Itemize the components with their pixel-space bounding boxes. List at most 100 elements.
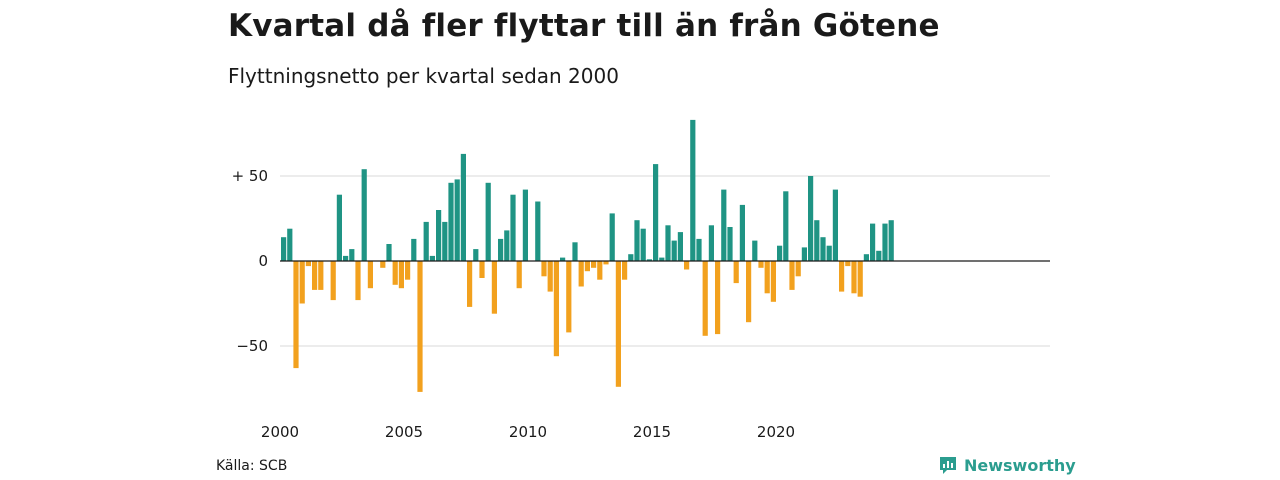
bar [566,261,572,333]
bar [597,261,603,280]
bar [405,261,411,280]
bar [591,261,597,268]
x-tick-label: 2010 [509,423,547,441]
y-tick-label: −50 [236,337,268,355]
bar [870,223,876,261]
bar [498,238,504,261]
bar [380,261,386,268]
bar [646,259,652,261]
bar [882,223,888,261]
bar [653,164,659,261]
chart-subtitle: Flyttningsnetto per kvartal sedan 2000 [228,64,619,88]
bar [820,237,826,261]
bar [510,194,516,261]
bar [640,228,646,261]
bar [777,245,783,261]
bar [287,228,293,261]
y-tick-label: + 50 [232,167,268,185]
bar [832,189,838,261]
bar [411,238,417,261]
bar [808,176,814,261]
bar [336,194,342,261]
x-tick-label: 2015 [633,423,671,441]
bar [708,225,714,261]
bar [888,220,894,261]
bar [715,261,721,335]
bar [541,261,547,277]
bar [454,179,460,261]
bar [398,261,404,289]
bar [448,182,454,261]
bar [659,257,665,261]
bar [343,255,349,261]
bar [746,261,752,323]
bar [801,247,807,261]
x-tick-label: 2000 [261,423,299,441]
bar [479,261,485,278]
bar [795,261,801,277]
chart-title: Kvartal då fler flyttar till än från Göt… [228,8,940,44]
bar [417,261,423,392]
bar [572,242,578,261]
x-tick-label: 2020 [757,423,795,441]
bar [857,261,863,297]
bar [628,254,634,261]
brand-logo[interactable]: Newsworthy [938,455,1076,475]
bar [386,244,392,261]
bar [684,261,690,270]
bar [361,169,367,261]
bar [460,153,466,261]
bar [727,227,733,261]
bar [845,261,851,267]
bar [733,261,739,284]
bar [826,245,832,261]
bar [696,238,702,261]
bar [839,261,845,292]
bar [622,261,628,280]
bar [789,261,795,290]
bar [442,221,448,261]
bar [367,261,373,289]
bar [485,182,491,261]
bar [770,261,776,302]
bar [504,230,510,261]
bar [584,261,590,272]
bar [299,261,305,304]
bar [516,261,522,289]
source-note: Källa: SCB [216,458,288,474]
bar [312,261,318,290]
bar [783,191,789,261]
bar [634,220,640,261]
newsworthy-logo-icon [940,457,956,474]
bar [355,261,361,301]
bar [851,261,857,294]
bar [349,249,355,261]
bar [535,201,541,261]
bar [603,261,609,265]
bar [702,261,708,336]
bar [293,261,299,369]
bar [615,261,621,387]
bar [690,119,696,262]
bar [429,255,435,261]
bar [547,261,553,292]
bar [876,250,882,261]
bar [665,225,671,261]
bar [677,232,683,261]
bar [305,261,311,267]
bar [392,261,398,285]
bar [863,254,869,261]
bar [522,189,528,261]
bar [814,220,820,261]
y-tick-label: 0 [258,252,268,270]
bar [609,213,615,261]
brand-name: Newsworthy [964,455,1076,475]
bar [739,204,745,261]
bar [436,210,442,261]
bar [467,261,473,307]
bar [318,261,324,290]
bar [560,257,566,261]
bar [578,261,584,287]
bar [281,237,287,261]
